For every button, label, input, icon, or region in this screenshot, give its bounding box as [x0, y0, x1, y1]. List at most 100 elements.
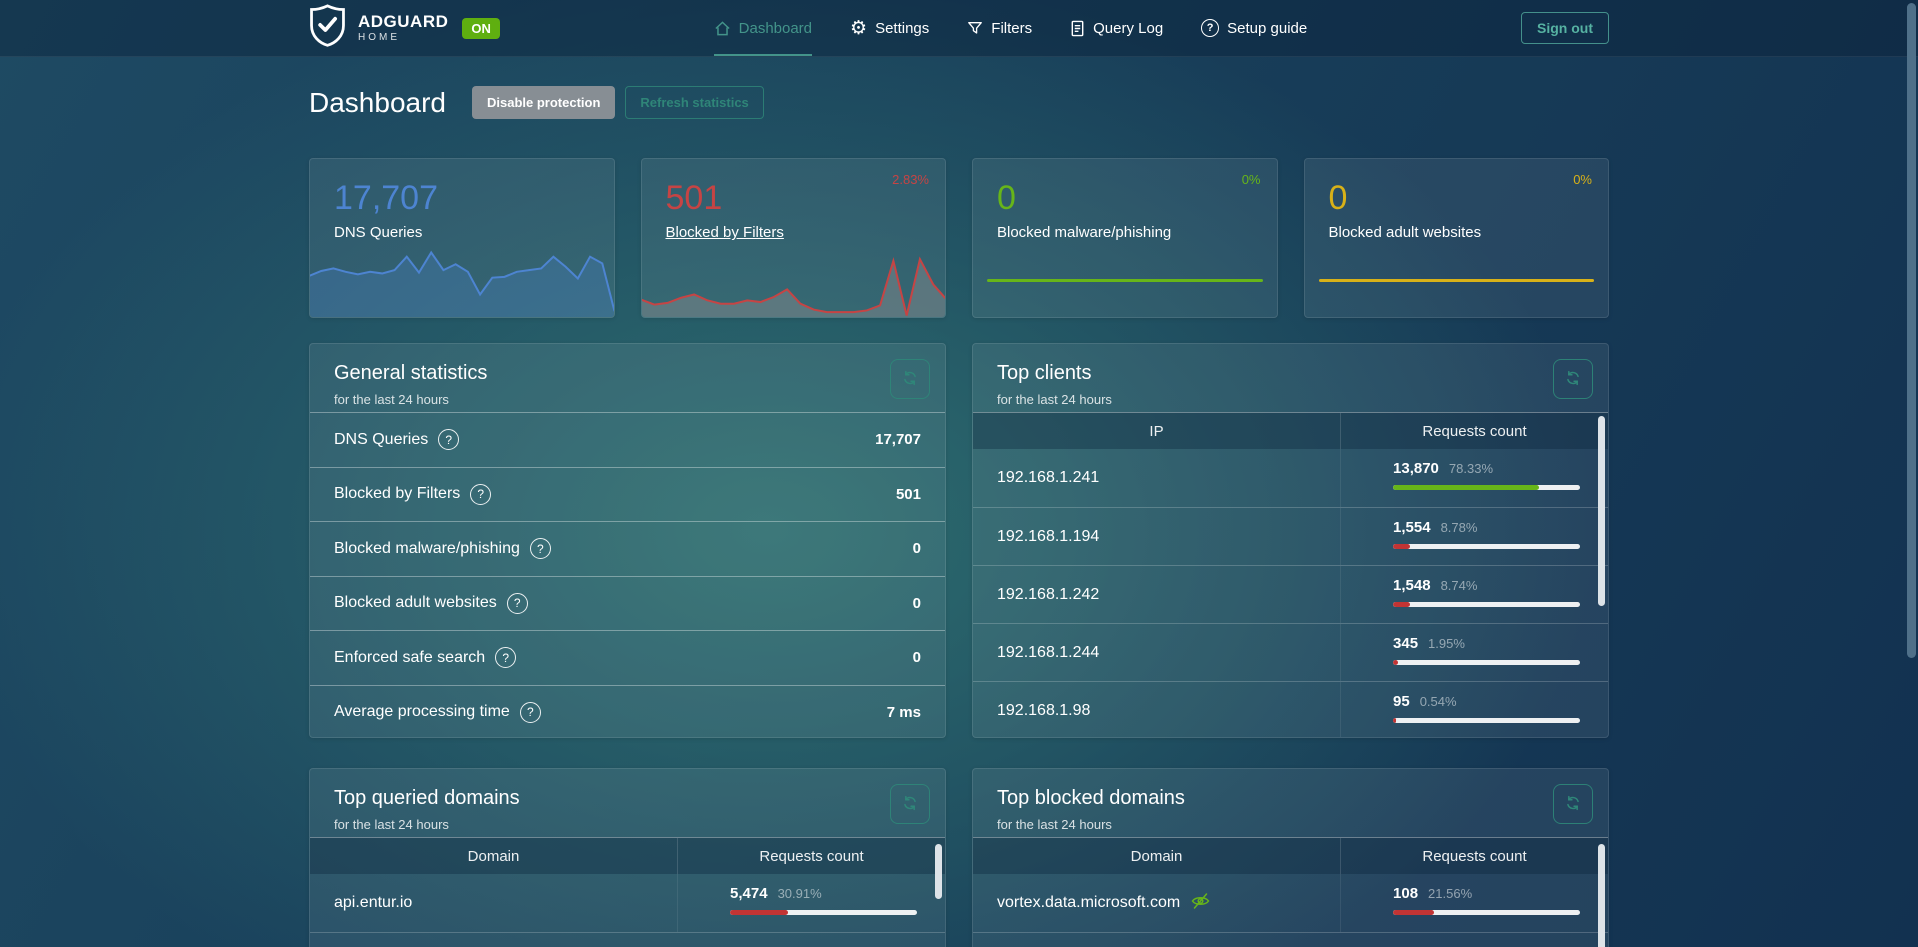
blocked-filters-sparkline: [641, 234, 946, 317]
table-row: [973, 932, 1608, 947]
table-header: Domain Requests count: [310, 837, 945, 874]
panel-top-clients: Top clients for the last 24 hours IP Req: [972, 343, 1609, 738]
refresh-icon-button[interactable]: [1553, 784, 1593, 824]
table-row: vortex.data.microsoft.com 108 21.56%: [973, 874, 1608, 932]
nav-item-settings[interactable]: ⚙ Settings: [850, 17, 930, 39]
stat-row: Average processing time? 7 ms: [310, 684, 945, 738]
client-ip: 192.168.1.244: [997, 643, 1100, 661]
stat-card-blocked-filters: 2.83% 501 Blocked by Filters: [640, 158, 946, 318]
stat-row-value: 501: [895, 485, 921, 503]
stat-percent: 2.83%: [892, 172, 929, 187]
stat-row: Blocked malware/phishing? 0: [310, 521, 945, 576]
client-ip: 192.168.1.242: [997, 585, 1100, 603]
eye-off-icon[interactable]: [1190, 892, 1211, 915]
refresh-icon-button[interactable]: [890, 359, 930, 399]
domain-name: vortex.data.microsoft.com: [997, 894, 1181, 911]
stat-percent: 0%: [1573, 172, 1592, 187]
adguard-logo[interactable]: ADGUARD HOME: [309, 4, 448, 52]
table-row: 192.168.1.241 13,870 78.33%: [973, 449, 1608, 507]
request-count: 95: [1393, 693, 1410, 710]
help-icon[interactable]: ?: [529, 538, 551, 560]
table-row: 192.168.1.244 345 1.95%: [973, 623, 1608, 681]
request-count: 5,474: [730, 885, 768, 902]
help-icon[interactable]: ?: [495, 647, 517, 669]
table-row: 192.168.1.98 95 0.54%: [973, 681, 1608, 737]
table-row: [310, 932, 945, 947]
stat-row-value: 0: [912, 649, 921, 667]
request-percent: 0.54%: [1419, 694, 1457, 709]
blocked-by-filters-link[interactable]: Blocked by Filters: [665, 224, 784, 242]
nav-item-setup-guide[interactable]: ? Setup guide: [1201, 0, 1307, 56]
refresh-icon: [902, 370, 918, 389]
stat-card-blocked-malware: 0% 0 Blocked malware/phishing: [972, 158, 1278, 318]
request-count: 108: [1393, 885, 1419, 902]
table-row: 192.168.1.242 1,548 8.74%: [973, 565, 1608, 623]
stat-card-blocked-adult: 0% 0 Blocked adult websites: [1303, 158, 1609, 318]
panel-title: General statistics: [334, 362, 488, 384]
panel-scrollbar[interactable]: [1598, 844, 1605, 947]
request-percent: 78.33%: [1448, 461, 1493, 476]
refresh-icon: [1565, 795, 1581, 814]
nav-item-filters[interactable]: Filters: [967, 0, 1032, 56]
progress-bar: [1393, 544, 1580, 549]
column-header-requests: Requests count: [677, 838, 945, 874]
gear-icon: ⚙: [850, 17, 868, 39]
panel-subtitle: for the last 24 hours: [334, 817, 449, 832]
column-header-requests: Requests count: [1340, 413, 1608, 449]
request-percent: 8.74%: [1440, 578, 1478, 593]
panel-scrollbar[interactable]: [935, 844, 942, 899]
stat-percent: 0%: [1241, 172, 1261, 187]
request-percent: 8.78%: [1440, 520, 1478, 535]
stat-label: Blocked adult websites: [1328, 224, 1482, 242]
brand-title: ADGUARD: [358, 12, 449, 31]
panel-title: Top queried domains: [334, 787, 520, 809]
sign-out-button[interactable]: Sign out: [1521, 12, 1609, 44]
stat-row: Blocked adult websites? 0: [310, 575, 945, 631]
stat-row-value: 0: [912, 540, 921, 558]
main-nav: Dashboard ⚙ Settings Filters: [500, 0, 1521, 56]
question-circle-icon: ?: [1201, 19, 1220, 37]
help-icon[interactable]: ?: [438, 429, 460, 451]
help-icon[interactable]: ?: [519, 701, 541, 723]
table-row: 192.168.1.194 1,554 8.78%: [973, 507, 1608, 565]
help-icon[interactable]: ?: [470, 483, 492, 505]
request-count: 345: [1393, 635, 1419, 652]
header: ADGUARD HOME ON Dashboard ⚙ Settings: [0, 0, 1918, 57]
dns-queries-sparkline: [309, 234, 614, 317]
progress-bar: [1393, 660, 1580, 665]
panel-general-statistics: General statistics for the last 24 hours…: [309, 343, 946, 738]
stat-label: DNS Queries: [334, 224, 423, 242]
panel-subtitle: for the last 24 hours: [997, 817, 1112, 832]
stat-row: Enforced safe search? 0: [310, 630, 945, 685]
request-count: 13,870: [1393, 460, 1439, 477]
stat-value: 17,707: [334, 179, 438, 217]
refresh-statistics-button[interactable]: Refresh statistics: [625, 86, 764, 119]
refresh-icon-button[interactable]: [890, 784, 930, 824]
stat-cards-row: 17,707 DNS Queries 2.83% 501 Blocked by …: [309, 158, 1609, 318]
table-header: IP Requests count: [973, 412, 1608, 449]
table-row: api.entur.io 5,474 30.91%: [310, 874, 945, 932]
brand-subtitle: HOME: [358, 32, 400, 43]
column-header-requests: Requests count: [1340, 838, 1608, 874]
disable-protection-button[interactable]: Disable protection: [471, 86, 616, 119]
page-title: Dashboard: [309, 86, 446, 118]
panel-top-blocked-domains: Top blocked domains for the last 24 hour…: [972, 768, 1609, 947]
progress-bar: [1393, 485, 1580, 490]
help-icon[interactable]: ?: [506, 592, 528, 614]
blocked-malware-flat-sparkline: [987, 279, 1263, 282]
page-scrollbar-thumb[interactable]: [1907, 3, 1916, 658]
refresh-icon: [902, 795, 918, 814]
panel-subtitle: for the last 24 hours: [997, 392, 1112, 407]
refresh-icon-button[interactable]: [1553, 359, 1593, 399]
stat-label: Blocked malware/phishing: [997, 224, 1172, 242]
nav-item-query-log[interactable]: Query Log: [1070, 0, 1163, 56]
progress-bar: [1393, 602, 1580, 607]
request-percent: 1.95%: [1428, 636, 1465, 651]
refresh-icon: [1565, 370, 1581, 389]
panel-subtitle: for the last 24 hours: [334, 392, 449, 407]
panel-scrollbar[interactable]: [1598, 416, 1605, 606]
home-icon: [714, 20, 731, 37]
stat-value: 0: [1328, 179, 1348, 217]
nav-item-dashboard[interactable]: Dashboard: [713, 0, 813, 56]
